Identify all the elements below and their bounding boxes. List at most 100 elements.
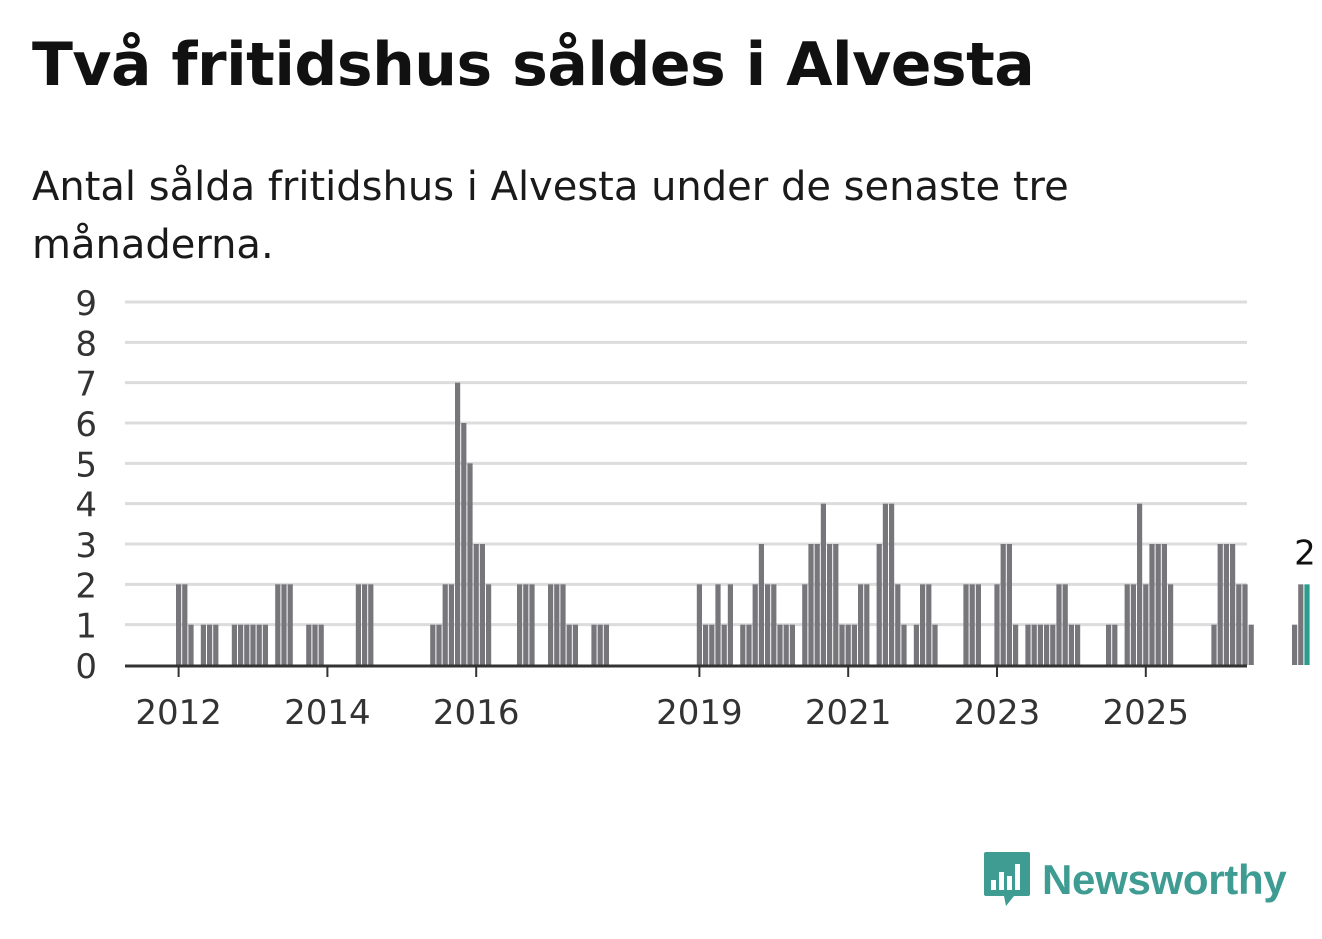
bar <box>839 624 845 665</box>
bar <box>442 584 448 665</box>
bar <box>1230 544 1236 665</box>
bar <box>318 624 324 665</box>
bar <box>845 624 851 665</box>
bar <box>436 624 442 665</box>
bar <box>783 624 789 665</box>
bar <box>1236 584 1242 665</box>
chart-title: Två fritidshus såldes i Alvesta <box>32 30 1035 100</box>
bar <box>1137 503 1143 665</box>
bar <box>275 584 281 665</box>
bar <box>287 584 293 665</box>
bar <box>1106 624 1112 665</box>
bar <box>1056 584 1062 665</box>
y-tick-label: 2 <box>75 566 97 606</box>
bar <box>1143 584 1149 665</box>
bar <box>455 382 461 665</box>
bar <box>765 584 771 665</box>
bar <box>858 584 864 665</box>
bar-highlight <box>1304 584 1310 665</box>
bar <box>591 624 597 665</box>
bar <box>1149 544 1155 665</box>
bar <box>703 624 709 665</box>
bar <box>1211 624 1217 665</box>
bar <box>1292 624 1298 665</box>
highlight-value-label: 2 <box>1294 533 1316 573</box>
bar <box>312 624 318 665</box>
bar <box>486 584 492 665</box>
bar <box>709 624 715 665</box>
bar <box>430 624 436 665</box>
bar <box>876 544 882 665</box>
bar <box>244 624 250 665</box>
bar <box>213 624 219 665</box>
bar <box>814 544 820 665</box>
newsworthy-logo-icon <box>984 852 1030 906</box>
brand-name: Newsworthy <box>1042 856 1287 903</box>
bar <box>975 584 981 665</box>
x-axis-ticks: 2012 2014 2016 2019 2021 2023 2025 <box>135 667 1189 733</box>
bar <box>548 584 554 665</box>
x-tick-label: 2021 <box>805 693 892 733</box>
y-tick-label: 8 <box>75 324 97 364</box>
bar <box>1242 584 1248 665</box>
bar <box>473 544 479 665</box>
newsworthy-logo: Newsworthy <box>982 850 1287 910</box>
bar <box>1075 624 1081 665</box>
bar <box>461 423 467 665</box>
bar <box>182 584 188 665</box>
bar <box>238 624 244 665</box>
bar <box>566 624 572 665</box>
bar <box>715 584 721 665</box>
bar <box>529 584 535 665</box>
bar <box>1068 624 1074 665</box>
bar <box>901 624 907 665</box>
bar <box>207 624 213 665</box>
bar <box>1130 584 1136 665</box>
bar <box>603 624 609 665</box>
bar <box>572 624 578 665</box>
bar <box>752 584 758 665</box>
bar <box>554 584 560 665</box>
bar <box>1124 584 1130 665</box>
bar <box>1248 624 1254 665</box>
y-tick-label: 5 <box>75 445 97 485</box>
x-tick-label: 2019 <box>656 693 743 733</box>
x-tick-label: 2016 <box>433 693 520 733</box>
bar <box>523 584 529 665</box>
bar <box>1013 624 1019 665</box>
bar <box>913 624 919 665</box>
bar <box>994 584 1000 665</box>
bar <box>1112 624 1118 665</box>
bar <box>560 584 566 665</box>
x-tick-label: 2014 <box>284 693 371 733</box>
bar <box>1006 544 1012 665</box>
bar <box>1050 624 1056 665</box>
bar <box>808 544 814 665</box>
y-tick-label: 4 <box>75 486 97 526</box>
bar <box>1223 544 1229 665</box>
x-tick-label: 2012 <box>135 693 222 733</box>
bar <box>758 544 764 665</box>
bar <box>517 584 523 665</box>
bar <box>696 584 702 665</box>
x-tick-label: 2025 <box>1103 693 1190 733</box>
bar <box>1025 624 1031 665</box>
x-tick-label: 2023 <box>954 693 1041 733</box>
bar <box>889 503 895 665</box>
bar <box>802 584 808 665</box>
bar <box>256 624 262 665</box>
bar <box>231 624 237 665</box>
bar <box>926 584 932 665</box>
bar <box>1044 624 1050 665</box>
bar <box>1155 544 1161 665</box>
bar <box>1037 624 1043 665</box>
bar <box>932 624 938 665</box>
bar <box>969 584 975 665</box>
bar <box>1031 624 1037 665</box>
bar <box>920 584 926 665</box>
bar <box>895 584 901 665</box>
bar <box>306 624 312 665</box>
data-labels: 2 <box>1294 533 1316 573</box>
y-tick-label: 9 <box>75 284 97 324</box>
